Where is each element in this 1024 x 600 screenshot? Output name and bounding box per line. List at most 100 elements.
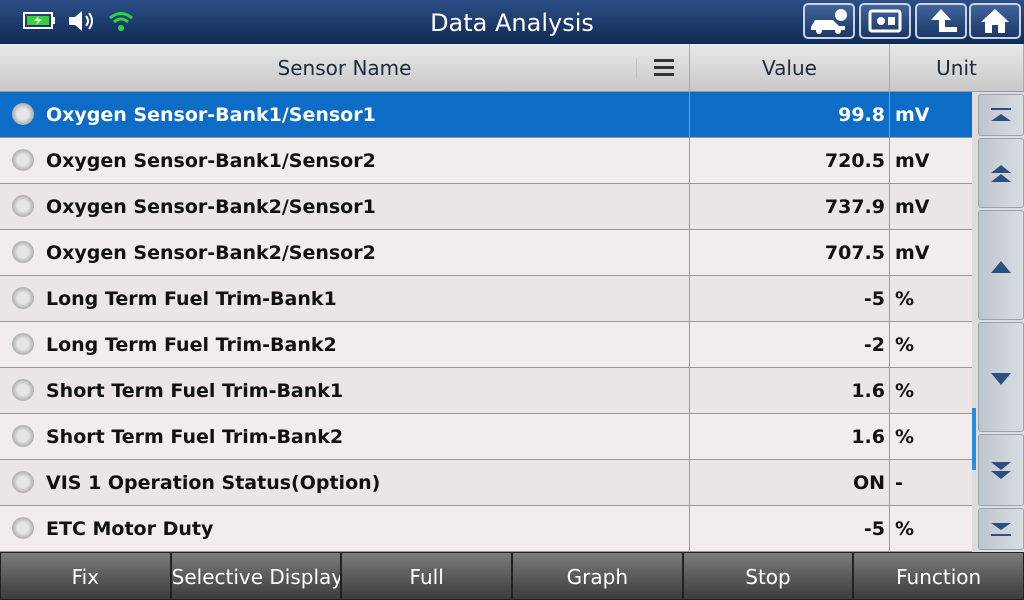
icon [931, 9, 957, 32]
icon [991, 373, 1011, 385]
column-header[interactable]: Unit [890, 44, 1024, 92]
title-bar: Data Analysis [0, 0, 1024, 44]
sensor-value: -2 [863, 334, 885, 356]
divider [889, 138, 890, 183]
divider [889, 460, 890, 505]
sensor-value: 1.6 [851, 380, 885, 402]
sensor-name: Oxygen Sensor-Bank1/Sensor1 [46, 104, 376, 126]
title: Data Analysis [430, 9, 594, 37]
icon [991, 108, 1011, 121]
table-row[interactable]: ETC Motor Duty -5% [0, 506, 972, 552]
toolbar-button[interactable]: Stop [682, 552, 854, 600]
sensor-value: ON [852, 472, 885, 494]
table-row[interactable]: Oxygen Sensor-Bank1/Sensor1 99.8 mV [0, 92, 972, 138]
row-radio [12, 333, 34, 355]
divider [889, 92, 890, 137]
vehicle-info-button[interactable] [803, 3, 855, 39]
sensor-unit: mV [895, 150, 930, 172]
column-menu[interactable] [636, 56, 676, 80]
sensor-unit: - [895, 472, 903, 494]
table-row[interactable]: Short Term Fuel Trim-Bank1 1.6% [0, 368, 972, 414]
sensor-value: -5 [863, 288, 885, 310]
divider [889, 506, 890, 551]
divider [689, 368, 690, 413]
divider [889, 276, 890, 321]
divider [689, 322, 690, 367]
sensor-unit: % [895, 288, 915, 310]
row-radio [12, 195, 34, 217]
sensor-unit: % [895, 380, 915, 402]
table-row[interactable]: Long Term Fuel Trim-Bank2 -2% [0, 322, 972, 368]
sensor-unit: mV [895, 104, 930, 126]
print-button[interactable] [859, 3, 911, 39]
sensor-name: Short Term Fuel Trim-Bank2 [46, 426, 344, 448]
divider [889, 322, 890, 367]
row-radio [12, 103, 34, 125]
icon [981, 9, 1009, 33]
sensor-name: Oxygen Sensor-Bank2/Sensor1 [46, 196, 376, 218]
divider [889, 414, 890, 459]
toolbar-button[interactable]: Selective Display [170, 552, 342, 600]
table-row[interactable]: Oxygen Sensor-Bank1/Sensor2 720.5 mV [0, 138, 972, 184]
sensor-unit: % [895, 426, 915, 448]
icon [991, 462, 1011, 479]
toolbar-button[interactable]: Function [853, 552, 1024, 600]
scroll-page-down[interactable] [978, 434, 1024, 506]
divider [889, 230, 890, 275]
divider [689, 460, 690, 505]
sensor-value: 1.6 [851, 426, 885, 448]
sensor-unit: mV [895, 196, 930, 218]
row-radio [12, 287, 34, 309]
table-row[interactable]: VIS 1 Operation Status(Option) ON - [0, 460, 972, 506]
status-icons [23, 11, 133, 31]
icon [991, 523, 1011, 536]
sensor-value: 720.5 [824, 150, 885, 172]
sensor-name: Long Term Fuel Trim-Bank2 [46, 334, 337, 356]
divider [689, 230, 690, 275]
sensor-unit: % [895, 334, 915, 356]
scroll-bottom[interactable] [978, 508, 1024, 550]
divider [689, 92, 690, 137]
scroll-top[interactable] [978, 94, 1024, 136]
row-radio [12, 517, 34, 539]
divider [689, 184, 690, 229]
divider [689, 414, 690, 459]
icon [868, 9, 902, 33]
sensor-name: Short Term Fuel Trim-Bank1 [46, 380, 344, 402]
row-radio [12, 425, 34, 447]
sensor-name: VIS 1 Operation Status(Option) [46, 472, 381, 494]
icon [991, 165, 1011, 182]
divider [889, 368, 890, 413]
divider [689, 506, 690, 551]
icon [991, 261, 1011, 273]
table-row[interactable]: Long Term Fuel Trim-Bank1 -5% [0, 276, 972, 322]
scroll-down[interactable] [978, 322, 1024, 432]
sensor-value: 737.9 [824, 196, 885, 218]
sensor-name: Oxygen Sensor-Bank2/Sensor2 [46, 242, 376, 264]
divider [689, 138, 690, 183]
home-button[interactable] [969, 3, 1021, 39]
toolbar-button[interactable]: Full [341, 552, 512, 600]
toolbar-button[interactable]: Fix [0, 552, 171, 600]
back-button[interactable] [915, 3, 967, 39]
sensor-value: -5 [863, 518, 885, 540]
divider [689, 276, 690, 321]
row-radio [12, 379, 34, 401]
table-row[interactable]: Short Term Fuel Trim-Bank2 1.6% [0, 414, 972, 460]
divider [889, 184, 890, 229]
scroll-up[interactable] [978, 210, 1024, 320]
toolbar-button[interactable]: Graph [512, 552, 683, 600]
table-row[interactable]: Oxygen Sensor-Bank2/Sensor2 707.5 mV [0, 230, 972, 276]
icon [811, 9, 847, 34]
sensor-unit: % [895, 518, 915, 540]
sensor-value: 99.8 [838, 104, 885, 126]
sensor-name: ETC Motor Duty [46, 518, 214, 540]
table-row[interactable]: Oxygen Sensor-Bank2/Sensor1 737.9 mV [0, 184, 972, 230]
column-header[interactable]: Value [690, 44, 890, 92]
row-radio [12, 471, 34, 493]
sensor-name: Long Term Fuel Trim-Bank1 [46, 288, 337, 310]
scroll-page-up[interactable] [978, 138, 1024, 208]
scroll-thumb[interactable] [972, 408, 976, 470]
column-header[interactable]: Sensor Name [0, 44, 690, 92]
